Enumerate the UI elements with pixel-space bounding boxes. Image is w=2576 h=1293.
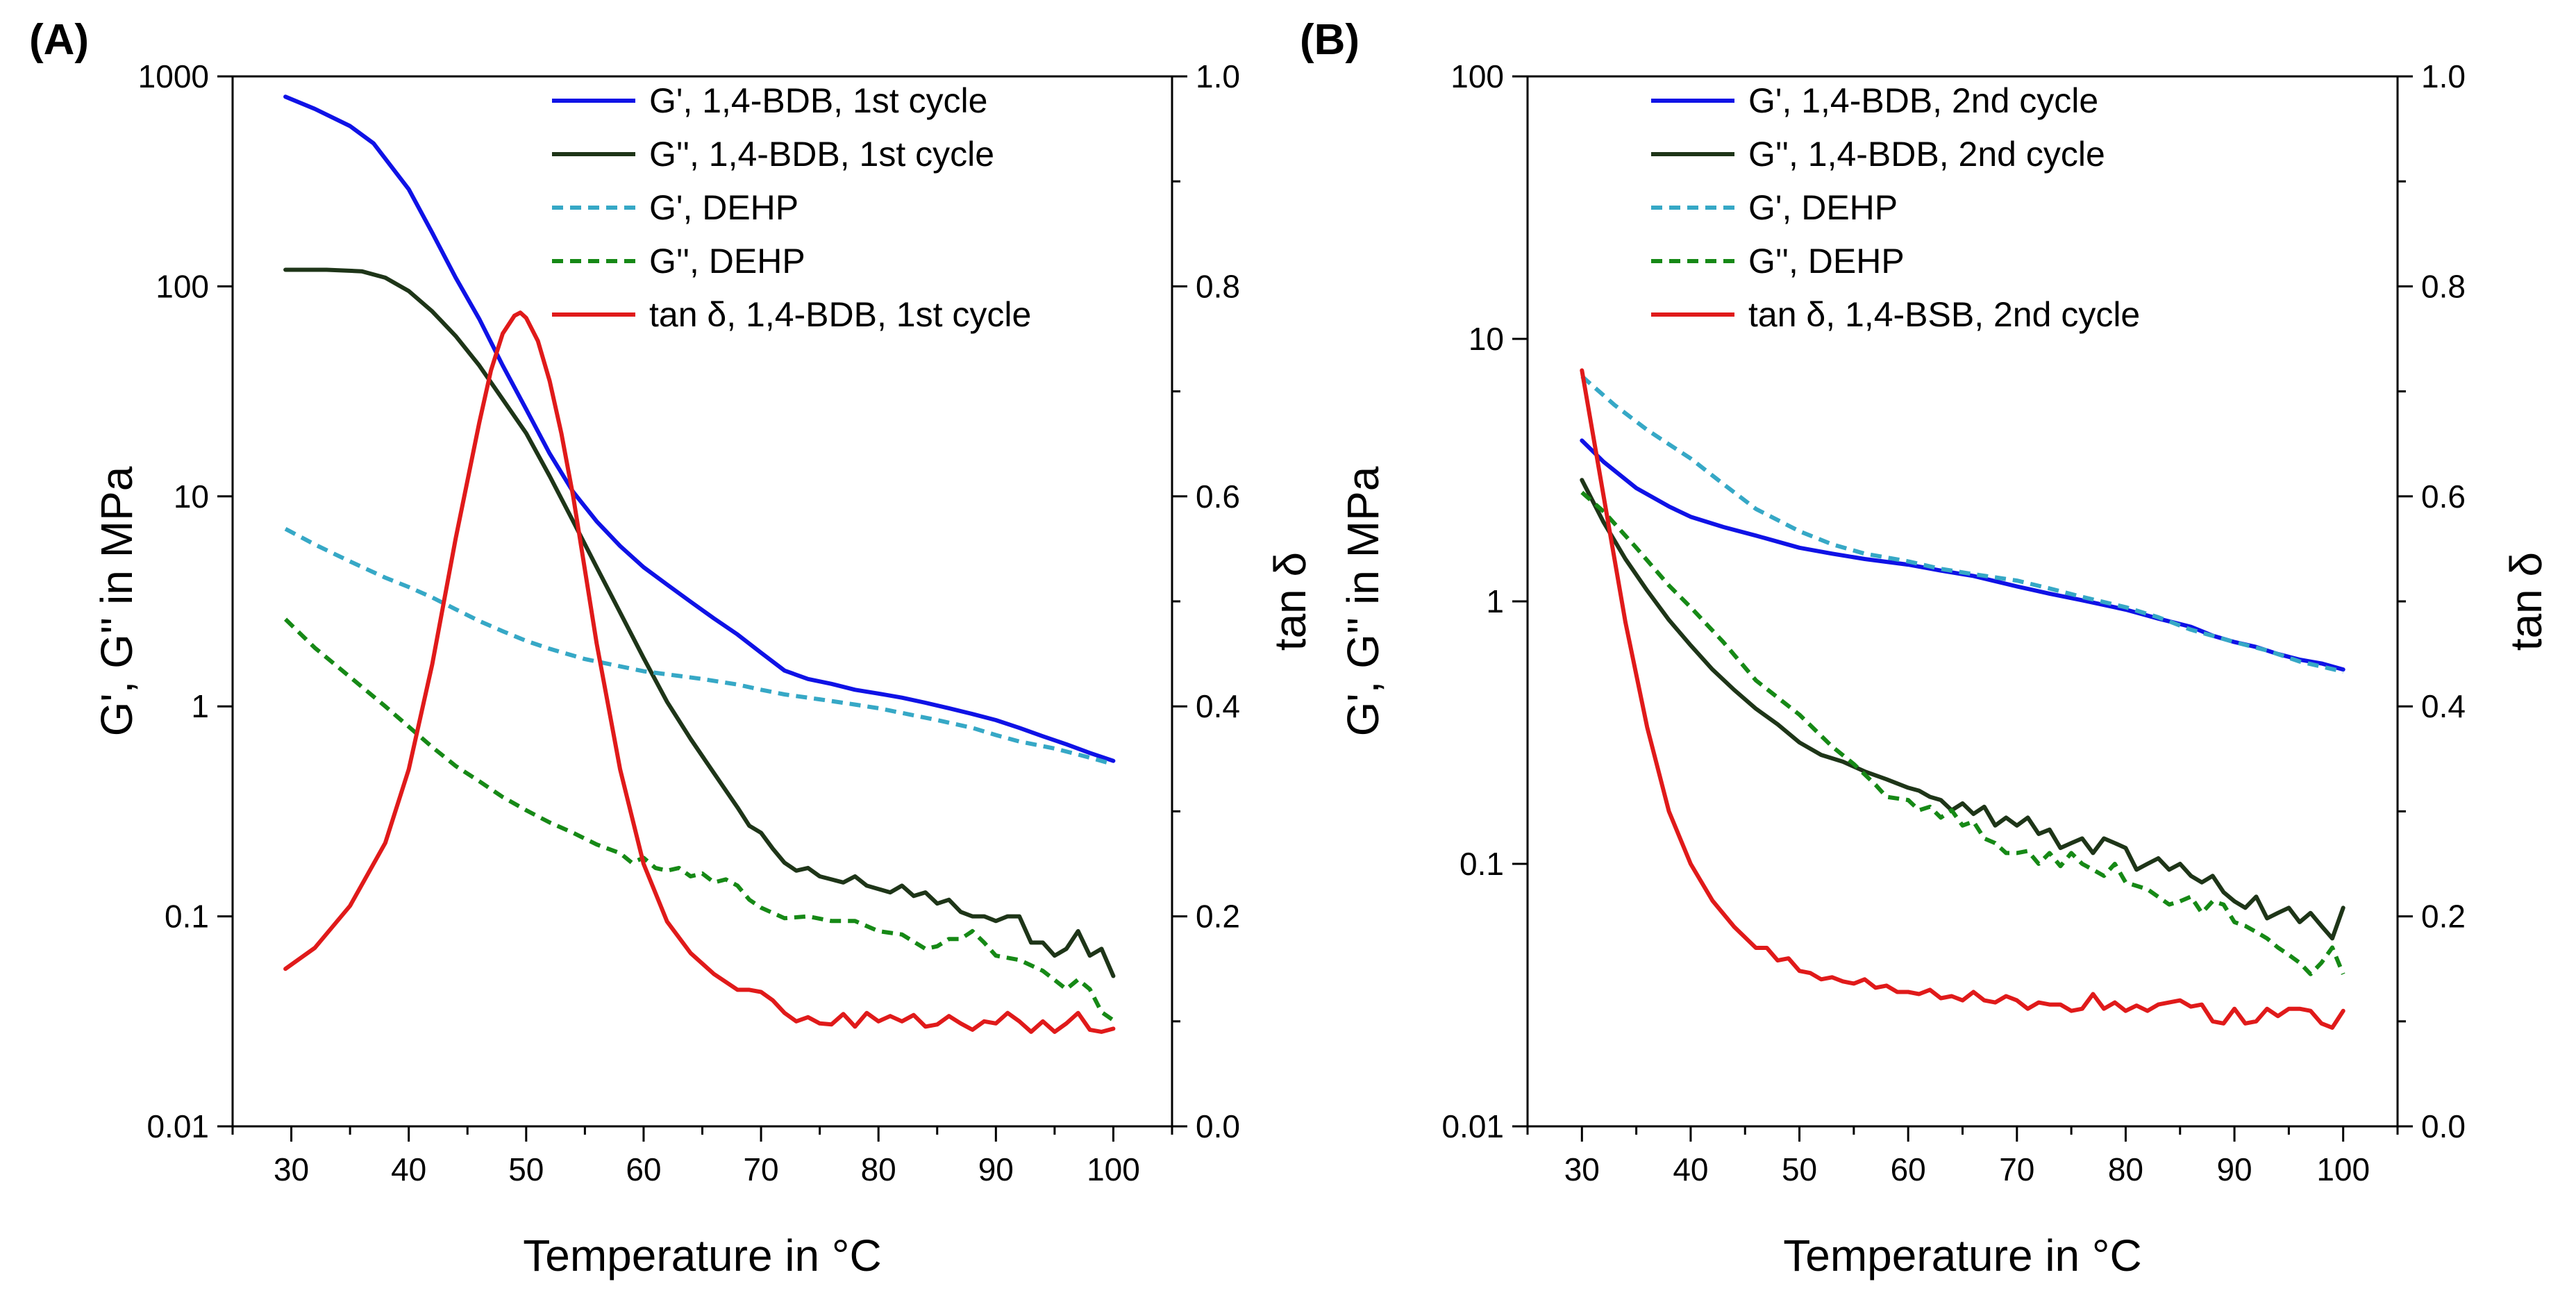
series-line-3 [1580, 374, 2344, 674]
y-left-tick-label: 10 [174, 478, 209, 515]
y-left-tick-label: 0.1 [1460, 846, 1504, 882]
x-tick-label: 100 [2316, 1151, 2370, 1187]
panel-a: (A) 30 40 50 60 70 80 90 100 0.01 0.1 1 10 100 1000 0.0… [29, 16, 1315, 1281]
x-tick-label: 80 [2108, 1151, 2143, 1187]
x-tick-label: 60 [1891, 1151, 1926, 1187]
x-tick-label: 60 [626, 1151, 661, 1187]
x-tick-label: 40 [1673, 1151, 1708, 1187]
y-left-tick-label: 100 [1450, 58, 1504, 94]
y-right-tick-label: 0.8 [2421, 268, 2466, 304]
y-left-tick-label: 0.01 [147, 1108, 209, 1144]
legend-label: tan δ, 1,4-BDB, 1st cycle [649, 295, 1031, 334]
x-tick-label: 80 [861, 1151, 896, 1187]
x-tick-label: 40 [391, 1151, 426, 1187]
y-right-tick-label: 0.2 [2421, 899, 2466, 935]
legend-label: tan δ, 1,4-BSB, 2nd cycle [1748, 295, 2140, 334]
series-line-1 [283, 94, 1116, 763]
series-line-2 [283, 267, 1116, 978]
x-tick-label: 50 [1782, 1151, 1817, 1187]
y-right-tick-label: 0.4 [2421, 688, 2466, 724]
x-tick-label: 90 [2216, 1151, 2252, 1187]
y-right-tick-label: 0.2 [1196, 899, 1240, 935]
panel-label: (A) [29, 16, 89, 64]
x-tick-label: 70 [1999, 1151, 2034, 1187]
legend-label: G', DEHP [1748, 188, 1898, 227]
y-left-tick-label: 1 [1486, 583, 1504, 619]
series-line-1 [1580, 438, 2345, 672]
series-line-5 [1580, 368, 2345, 1030]
series-line-3 [284, 526, 1114, 767]
x-tick-label: 30 [274, 1151, 309, 1187]
x-tick-label: 100 [1087, 1151, 1140, 1187]
series-line-4 [1580, 490, 2345, 976]
legend-label: G'', 1,4-BDB, 2nd cycle [1748, 135, 2105, 174]
y-right-tick-label: 0.0 [1196, 1108, 1240, 1144]
y-right-tick-label: 1.0 [2421, 58, 2466, 94]
y-left-tick-label: 1 [191, 688, 209, 724]
y-left-tick-label: 100 [156, 268, 209, 304]
legend-label: G', 1,4-BDB, 2nd cycle [1748, 81, 2098, 120]
y-left-tick-label: 1000 [138, 58, 209, 94]
x-axis-title: Temperature in °C [1783, 1231, 2141, 1281]
y-right-tick-label: 0.8 [1196, 268, 1240, 304]
legend-label: G', 1,4-BDB, 1st cycle [649, 81, 987, 120]
y-left-tick-label: 0.1 [165, 899, 209, 935]
y-right-tick-label: 0.4 [1196, 688, 1240, 724]
legend-label: G'', DEHP [649, 242, 805, 281]
x-tick-label: 90 [978, 1151, 1014, 1187]
x-tick-label: 70 [743, 1151, 778, 1187]
legend-label: G'', DEHP [1748, 242, 1905, 281]
series-line-5 [283, 310, 1116, 1034]
plot-frame [231, 75, 1173, 1128]
plot-frame [1526, 75, 2399, 1128]
y-left-tick-label: 10 [1469, 321, 1504, 357]
legend-label: G', DEHP [649, 188, 798, 227]
y-left-tick-label: 0.01 [1441, 1108, 1504, 1144]
x-axis-title: Temperature in °C [523, 1231, 881, 1281]
x-tick-label: 30 [1564, 1151, 1600, 1187]
series-line-2 [1580, 478, 2345, 941]
x-tick-label: 50 [508, 1151, 544, 1187]
y-right-tick-label: 1.0 [1196, 58, 1240, 94]
panel-label: (B) [1300, 16, 1360, 64]
y-right-axis-title: tan δ [2501, 552, 2551, 651]
y-right-tick-label: 0.6 [1196, 478, 1240, 515]
y-right-tick-label: 0.6 [2421, 478, 2466, 515]
y-right-tick-label: 0.0 [2421, 1108, 2466, 1144]
y-right-axis-title: tan δ [1265, 552, 1315, 651]
panel-b: (B) 30 40 50 60 70 80 90 100 0.01 0.1 1 10 100 0.0 0.2 0… [1300, 16, 2551, 1281]
legend-label: G'', 1,4-BDB, 1st cycle [649, 135, 994, 174]
y-left-axis-title: G', G'' in MPa [92, 466, 142, 736]
y-left-axis-title: G', G'' in MPa [1338, 466, 1388, 736]
